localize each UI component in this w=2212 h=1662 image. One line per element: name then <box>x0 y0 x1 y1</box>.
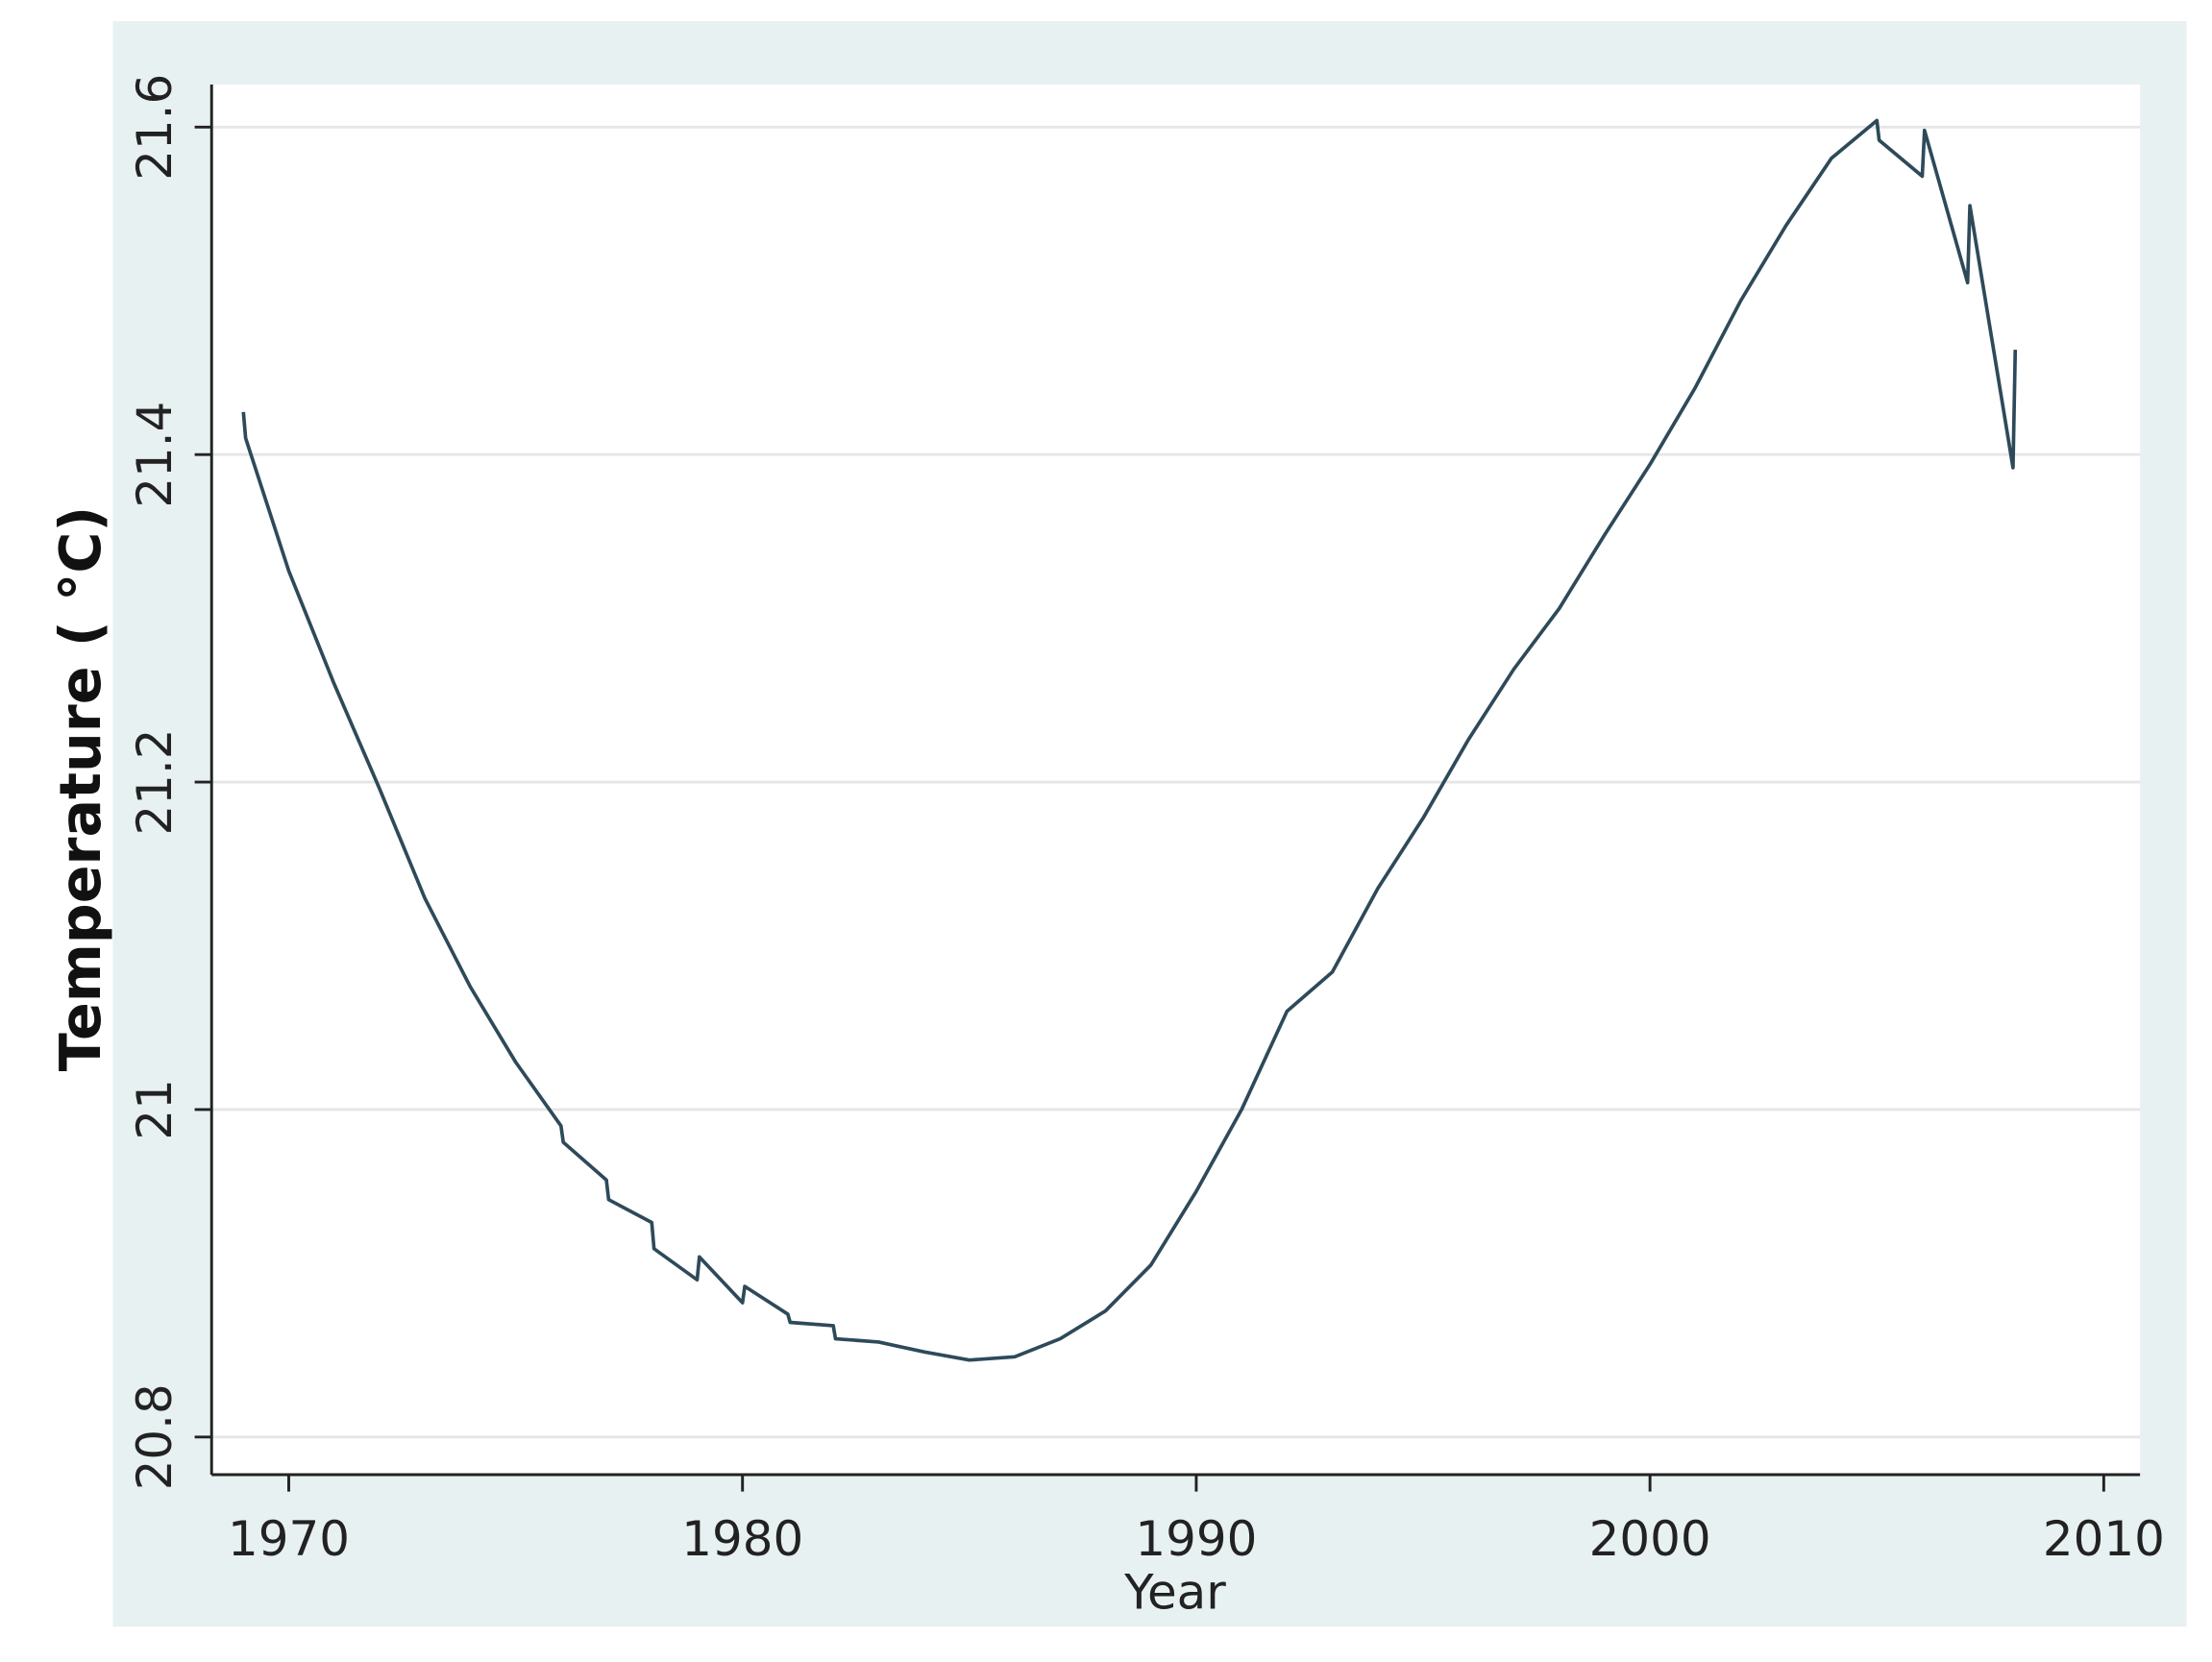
data-line <box>241 118 2018 1362</box>
x-tick-label: 1970 <box>228 1511 350 1567</box>
y-axis-label: Temperature ( °C) <box>48 506 113 1072</box>
y-tick-label: 21.6 <box>127 74 183 181</box>
y-tick-label: 20.8 <box>127 1383 183 1490</box>
x-tick-label: 1980 <box>681 1511 803 1567</box>
x-tick-label: 1990 <box>1135 1511 1257 1567</box>
x-tick-label: 2010 <box>2043 1511 2165 1567</box>
x-axis-label: Year <box>1123 1565 1226 1621</box>
y-tick-label: 21 <box>127 1079 183 1139</box>
y-tick-label: 21.2 <box>127 729 183 836</box>
plot-area <box>211 84 2141 1476</box>
y-tick-label: 21.4 <box>127 402 183 508</box>
x-tick-label: 2000 <box>1589 1511 1711 1567</box>
